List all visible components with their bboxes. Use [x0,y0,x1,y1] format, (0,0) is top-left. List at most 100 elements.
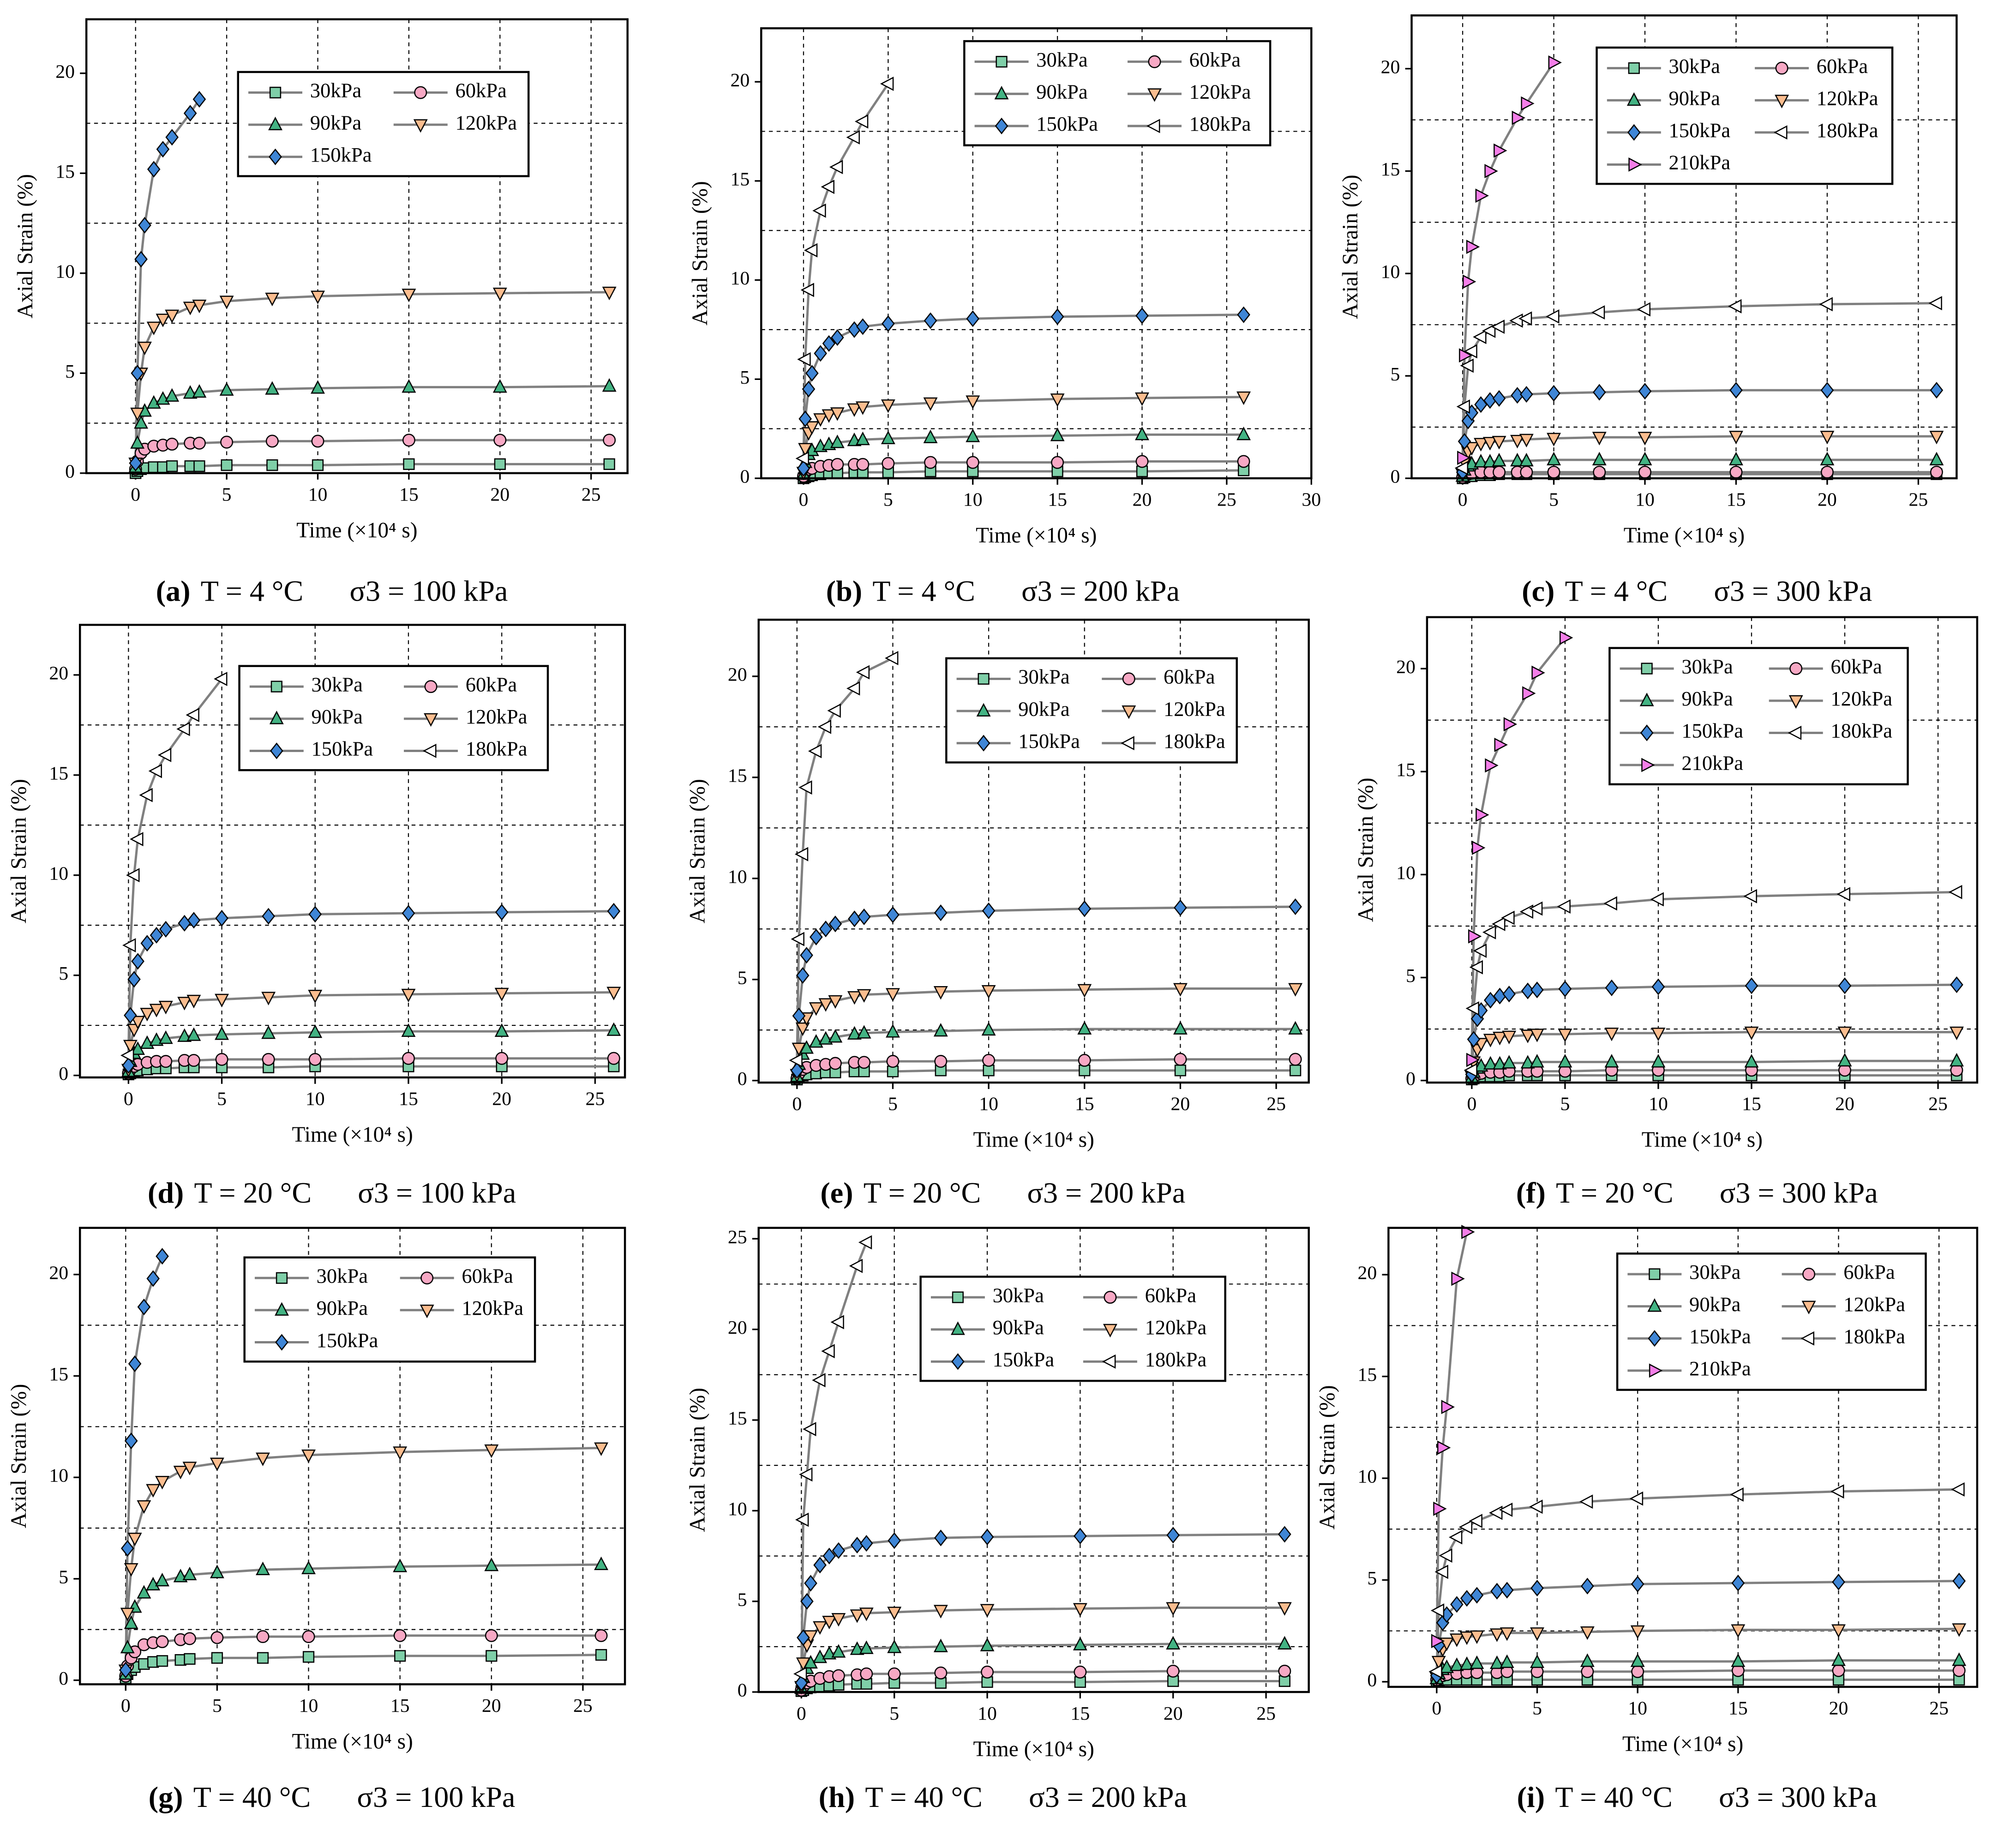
marker [256,1561,270,1576]
marker [1468,929,1482,944]
marker [1483,992,1497,1009]
x-tick-label: 25 [1909,489,1928,511]
marker [1459,1656,1474,1670]
marker [1428,1664,1442,1679]
marker [796,1657,810,1671]
marker [885,1024,900,1038]
marker [1490,1628,1504,1642]
marker [1454,461,1469,476]
marker [828,915,842,933]
legend-marker [423,744,437,758]
marker [812,1373,826,1388]
plot-frame [78,624,626,1079]
plot-frame [757,619,1310,1084]
marker [924,456,937,469]
legend-marker [1641,758,1655,772]
marker [1440,1659,1454,1673]
marker [311,290,325,304]
legend-label: 120kPa [1830,687,1892,710]
marker [146,1484,161,1498]
marker [798,443,813,457]
x-tick-label: 5 [1532,1698,1542,1719]
legend-marker [1102,1354,1116,1369]
marker [1831,1624,1846,1638]
plot-frame [1387,1227,1979,1688]
marker [1546,309,1560,324]
y-tick-label: 5 [59,963,68,984]
marker [831,1613,846,1627]
marker [796,967,810,984]
marker [1638,451,1652,466]
marker [1174,899,1187,916]
marker [1289,898,1302,915]
marker [1630,1653,1645,1667]
legend-marker [1802,1267,1816,1281]
marker [1929,431,1944,445]
legend-label: 90kPa [1689,1293,1741,1316]
marker [1473,330,1487,344]
legend-label: 90kPa [312,705,363,728]
marker [1491,319,1505,334]
legend-label: 120kPa [455,111,517,134]
marker [1236,427,1251,440]
marker [192,90,206,108]
marker [1731,1575,1745,1592]
marker [157,748,172,762]
legend-label: 150kPa [1689,1324,1751,1348]
y-tick-label: 10 [1358,1466,1377,1487]
legend-label: 90kPa [310,111,362,134]
y-tick-label: 10 [1381,261,1400,283]
marker [602,378,617,392]
caption: (b) T = 4 °C σ3 = 200 kPa [826,574,1180,607]
marker [1482,925,1496,939]
marker [846,681,860,696]
plot-frame [757,1227,1310,1693]
panel: 0 5 10 15 20 25 0 5 10 15 20 Time (×10⁴ s) Axial Str… [685,619,1310,1209]
marker [159,921,173,938]
marker [982,1053,996,1067]
legend: 30kPa 60kPa 90kPa 120kPa 150kPa 180kPa [945,657,1238,764]
x-tick-label: 0 [1432,1698,1441,1719]
marker [123,1040,138,1053]
x-tick-label: 25 [1929,1698,1949,1719]
panel: 0 5 10 15 20 25 0 5 10 15 20 25 Time (×10⁴ s) Axial S… [685,1227,1310,1813]
marker [1166,1602,1181,1616]
x-tick-label: 25 [1217,489,1236,511]
marker [134,251,148,268]
legend-marker [1626,92,1641,106]
marker [817,719,832,734]
caption-label: (a) [156,574,191,607]
y-tick-label: 25 [728,1227,747,1248]
legend: 30kPa 60kPa 90kPa 120kPa 150kPa 180kPa [963,40,1272,146]
y-tick-label: 5 [65,361,75,382]
marker [595,1649,607,1661]
caption-label: (c) [1522,574,1554,607]
marker [262,1053,275,1066]
marker [1949,885,1962,899]
marker [1510,435,1524,449]
marker [393,1446,408,1460]
y-tick-label: 0 [738,1068,747,1090]
marker [134,415,149,429]
marker [124,1007,137,1024]
legend-marker [978,673,990,685]
marker [859,1640,874,1654]
y-tick-label: 15 [728,765,747,786]
marker [302,1630,315,1643]
marker [1290,1065,1302,1077]
marker [126,868,140,883]
marker [138,217,151,234]
marker [855,431,870,445]
caption-stress: σ3 = 200 kPa [1027,1176,1185,1209]
legend-label: 150kPa [1681,719,1743,742]
marker [1472,840,1486,855]
marker [594,1629,608,1642]
marker [1237,306,1250,323]
legend-label: 150kPa [1668,119,1730,142]
marker [818,1031,833,1045]
marker [137,1500,151,1514]
marker [828,1029,843,1043]
x-tick-label: 25 [1256,1703,1276,1724]
caption-temperature: T = 40 °C [865,1781,983,1813]
marker [857,908,871,926]
